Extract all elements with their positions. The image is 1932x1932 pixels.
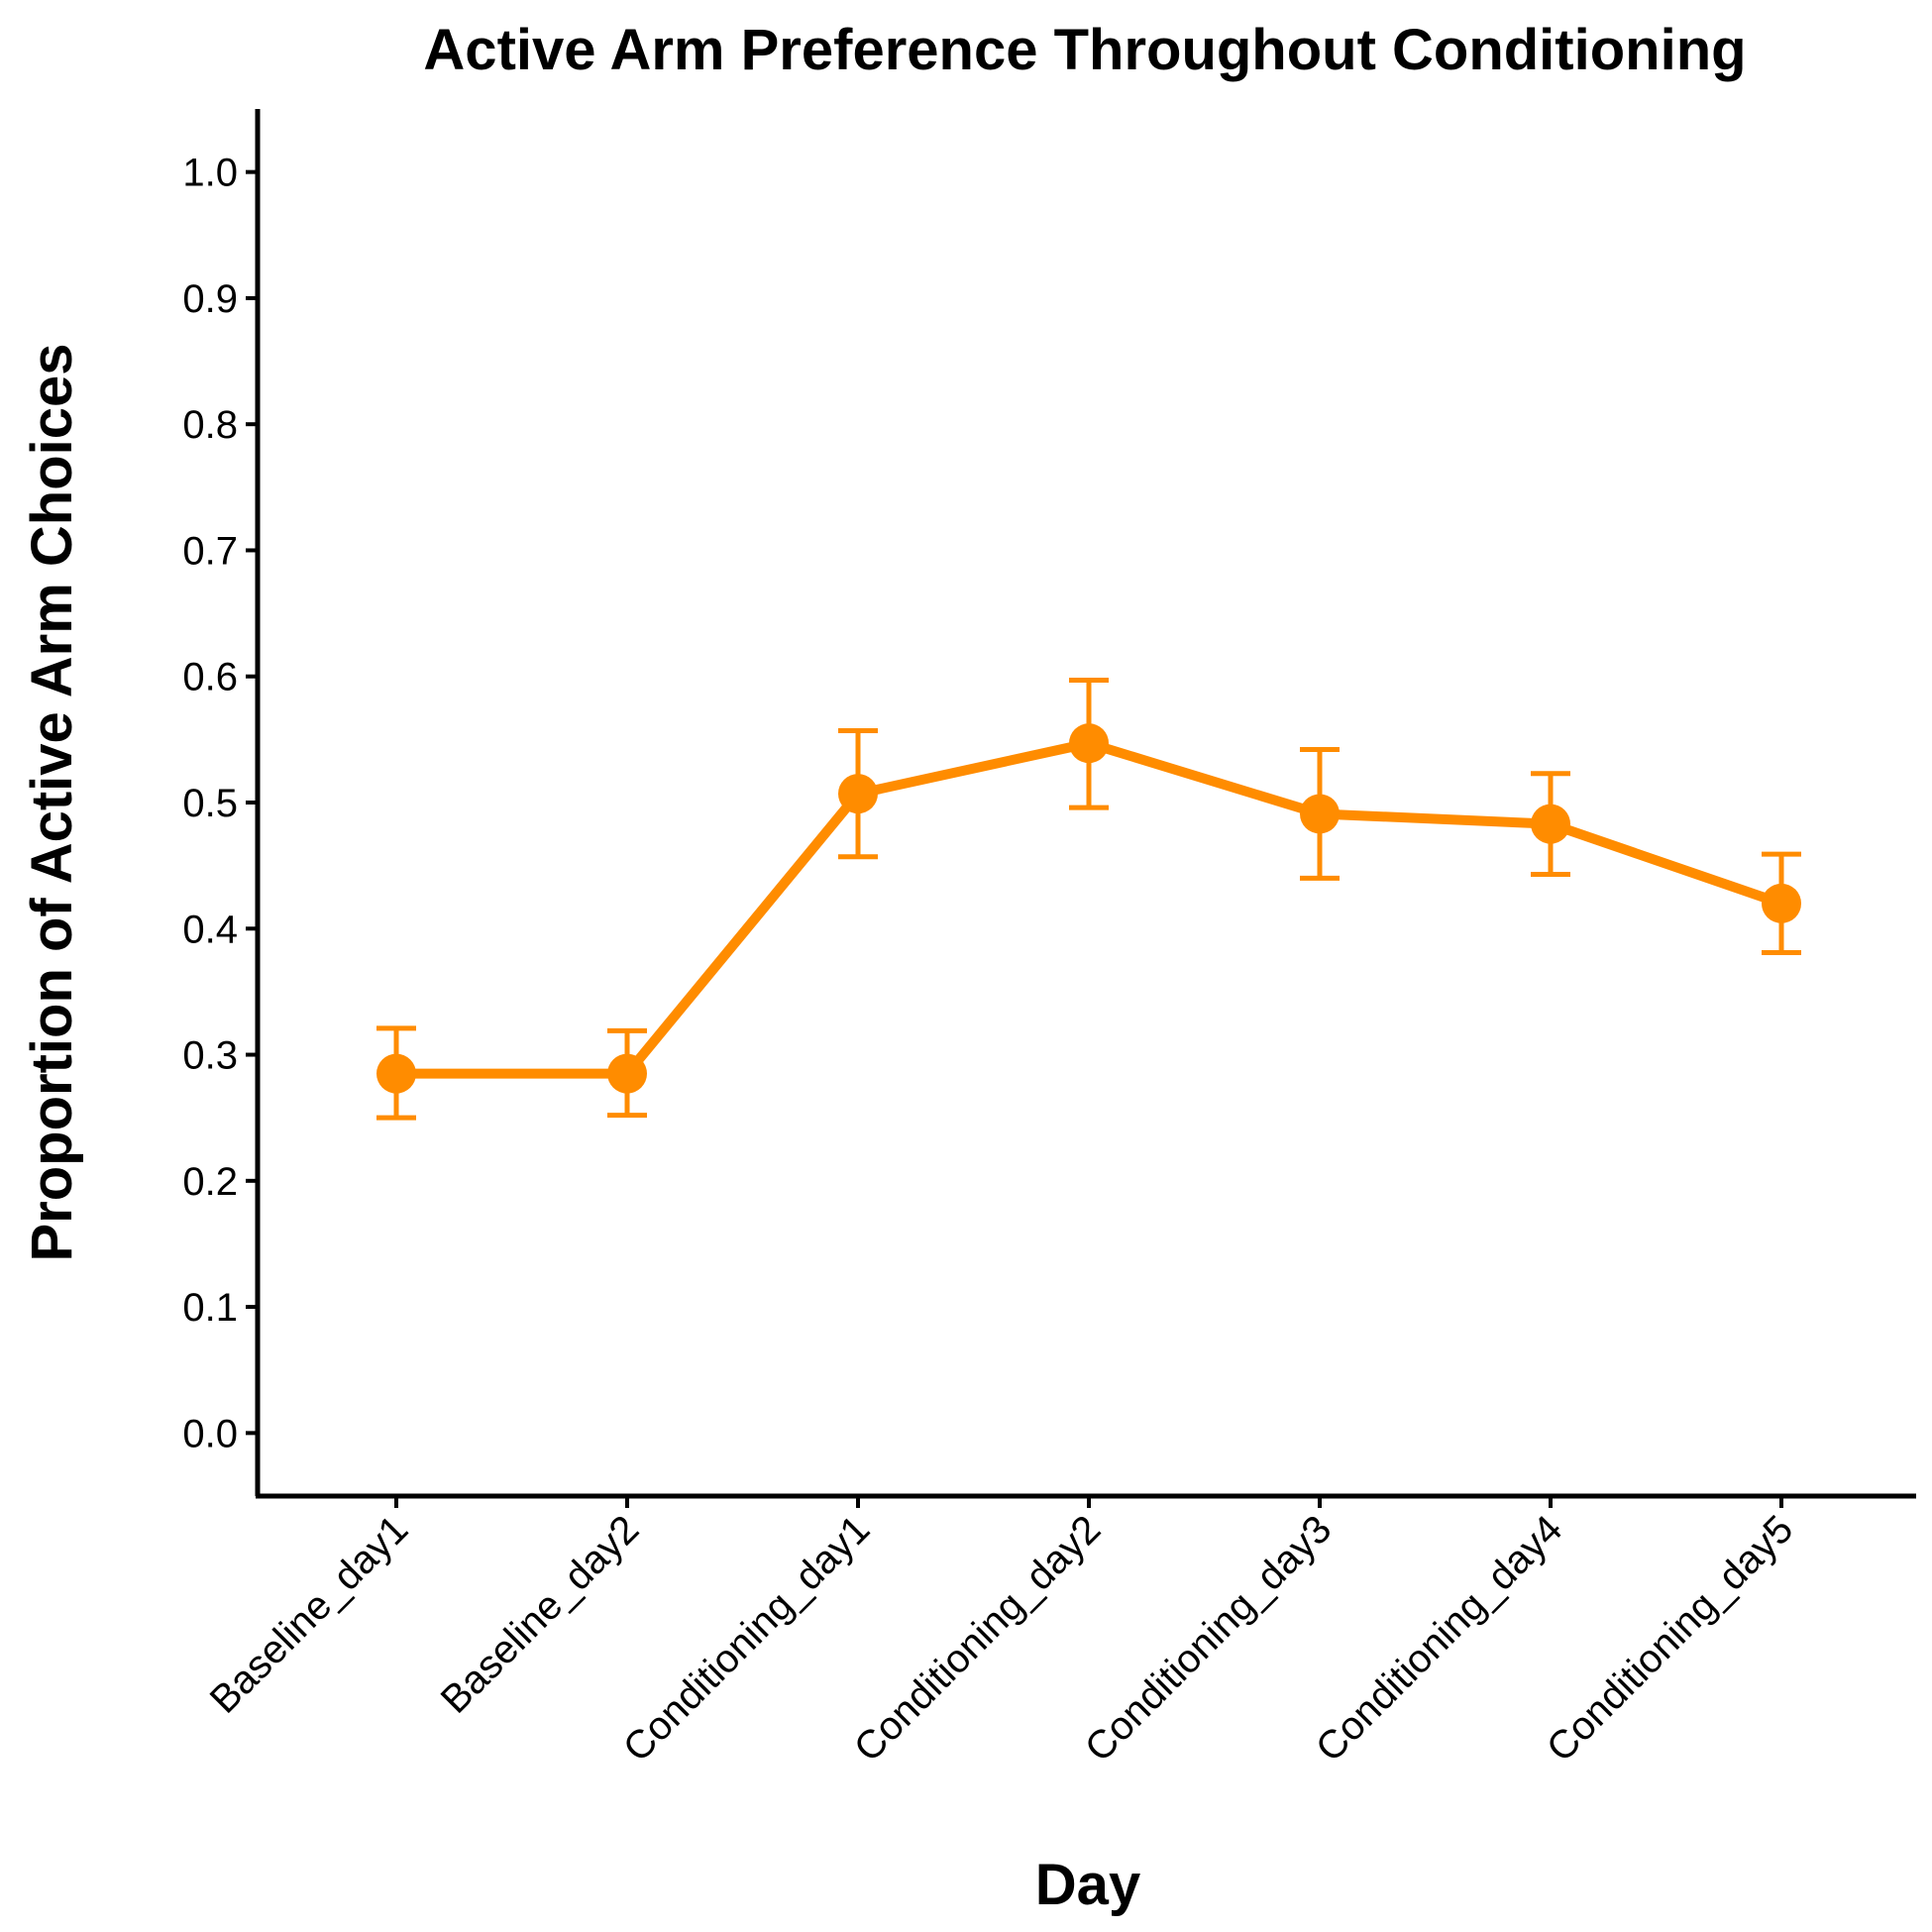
- data-point: [838, 774, 878, 814]
- series-group: [376, 723, 1801, 1094]
- data-point: [1762, 883, 1801, 923]
- y-tick-label: 0.7: [182, 529, 238, 573]
- data-point: [1069, 723, 1109, 764]
- y-tick-label: 0.9: [182, 277, 238, 321]
- y-tick-label: 0.1: [182, 1286, 238, 1330]
- y-tick-label: 0.6: [182, 656, 238, 699]
- x-tick-label: Conditioning_day3: [1077, 1507, 1340, 1770]
- y-tick-label: 0.5: [182, 782, 238, 825]
- x-tick-label: Conditioning_day1: [615, 1507, 878, 1770]
- y-axis-title: Proportion of Active Arm Choices: [20, 343, 84, 1261]
- x-tick-label: Conditioning_day4: [1308, 1507, 1570, 1770]
- error-bars: [376, 678, 1801, 1121]
- y-axis-ticks: 0.0 0.1 0.2 0.3 0.4 0.5 0.6 0.7 0.8 0.9 1.0: [182, 152, 258, 1455]
- chart-title: Active Arm Preference Throughout Conditi…: [423, 18, 1746, 82]
- data-point: [607, 1053, 647, 1094]
- y-tick-label: 1.0: [182, 152, 238, 195]
- x-tick-label: Baseline_day1: [202, 1507, 417, 1722]
- x-axis-title: Day: [1035, 1853, 1140, 1917]
- y-tick-label: 0.8: [182, 403, 238, 447]
- data-point: [376, 1053, 416, 1094]
- y-tick-label: 0.0: [182, 1412, 238, 1455]
- y-tick-label: 0.4: [182, 908, 238, 951]
- data-point: [1531, 804, 1570, 844]
- data-point: [1300, 794, 1340, 834]
- x-tick-label: Conditioning_day5: [1539, 1507, 1801, 1770]
- x-tick-label: Baseline_day2: [433, 1507, 648, 1722]
- x-tick-label: Conditioning_day2: [846, 1507, 1109, 1770]
- y-tick-label: 0.2: [182, 1160, 238, 1204]
- y-tick-label: 0.3: [182, 1034, 238, 1078]
- x-axis-ticks: Baseline_day1 Baseline_day2Conditioning_d…: [202, 1496, 1801, 1771]
